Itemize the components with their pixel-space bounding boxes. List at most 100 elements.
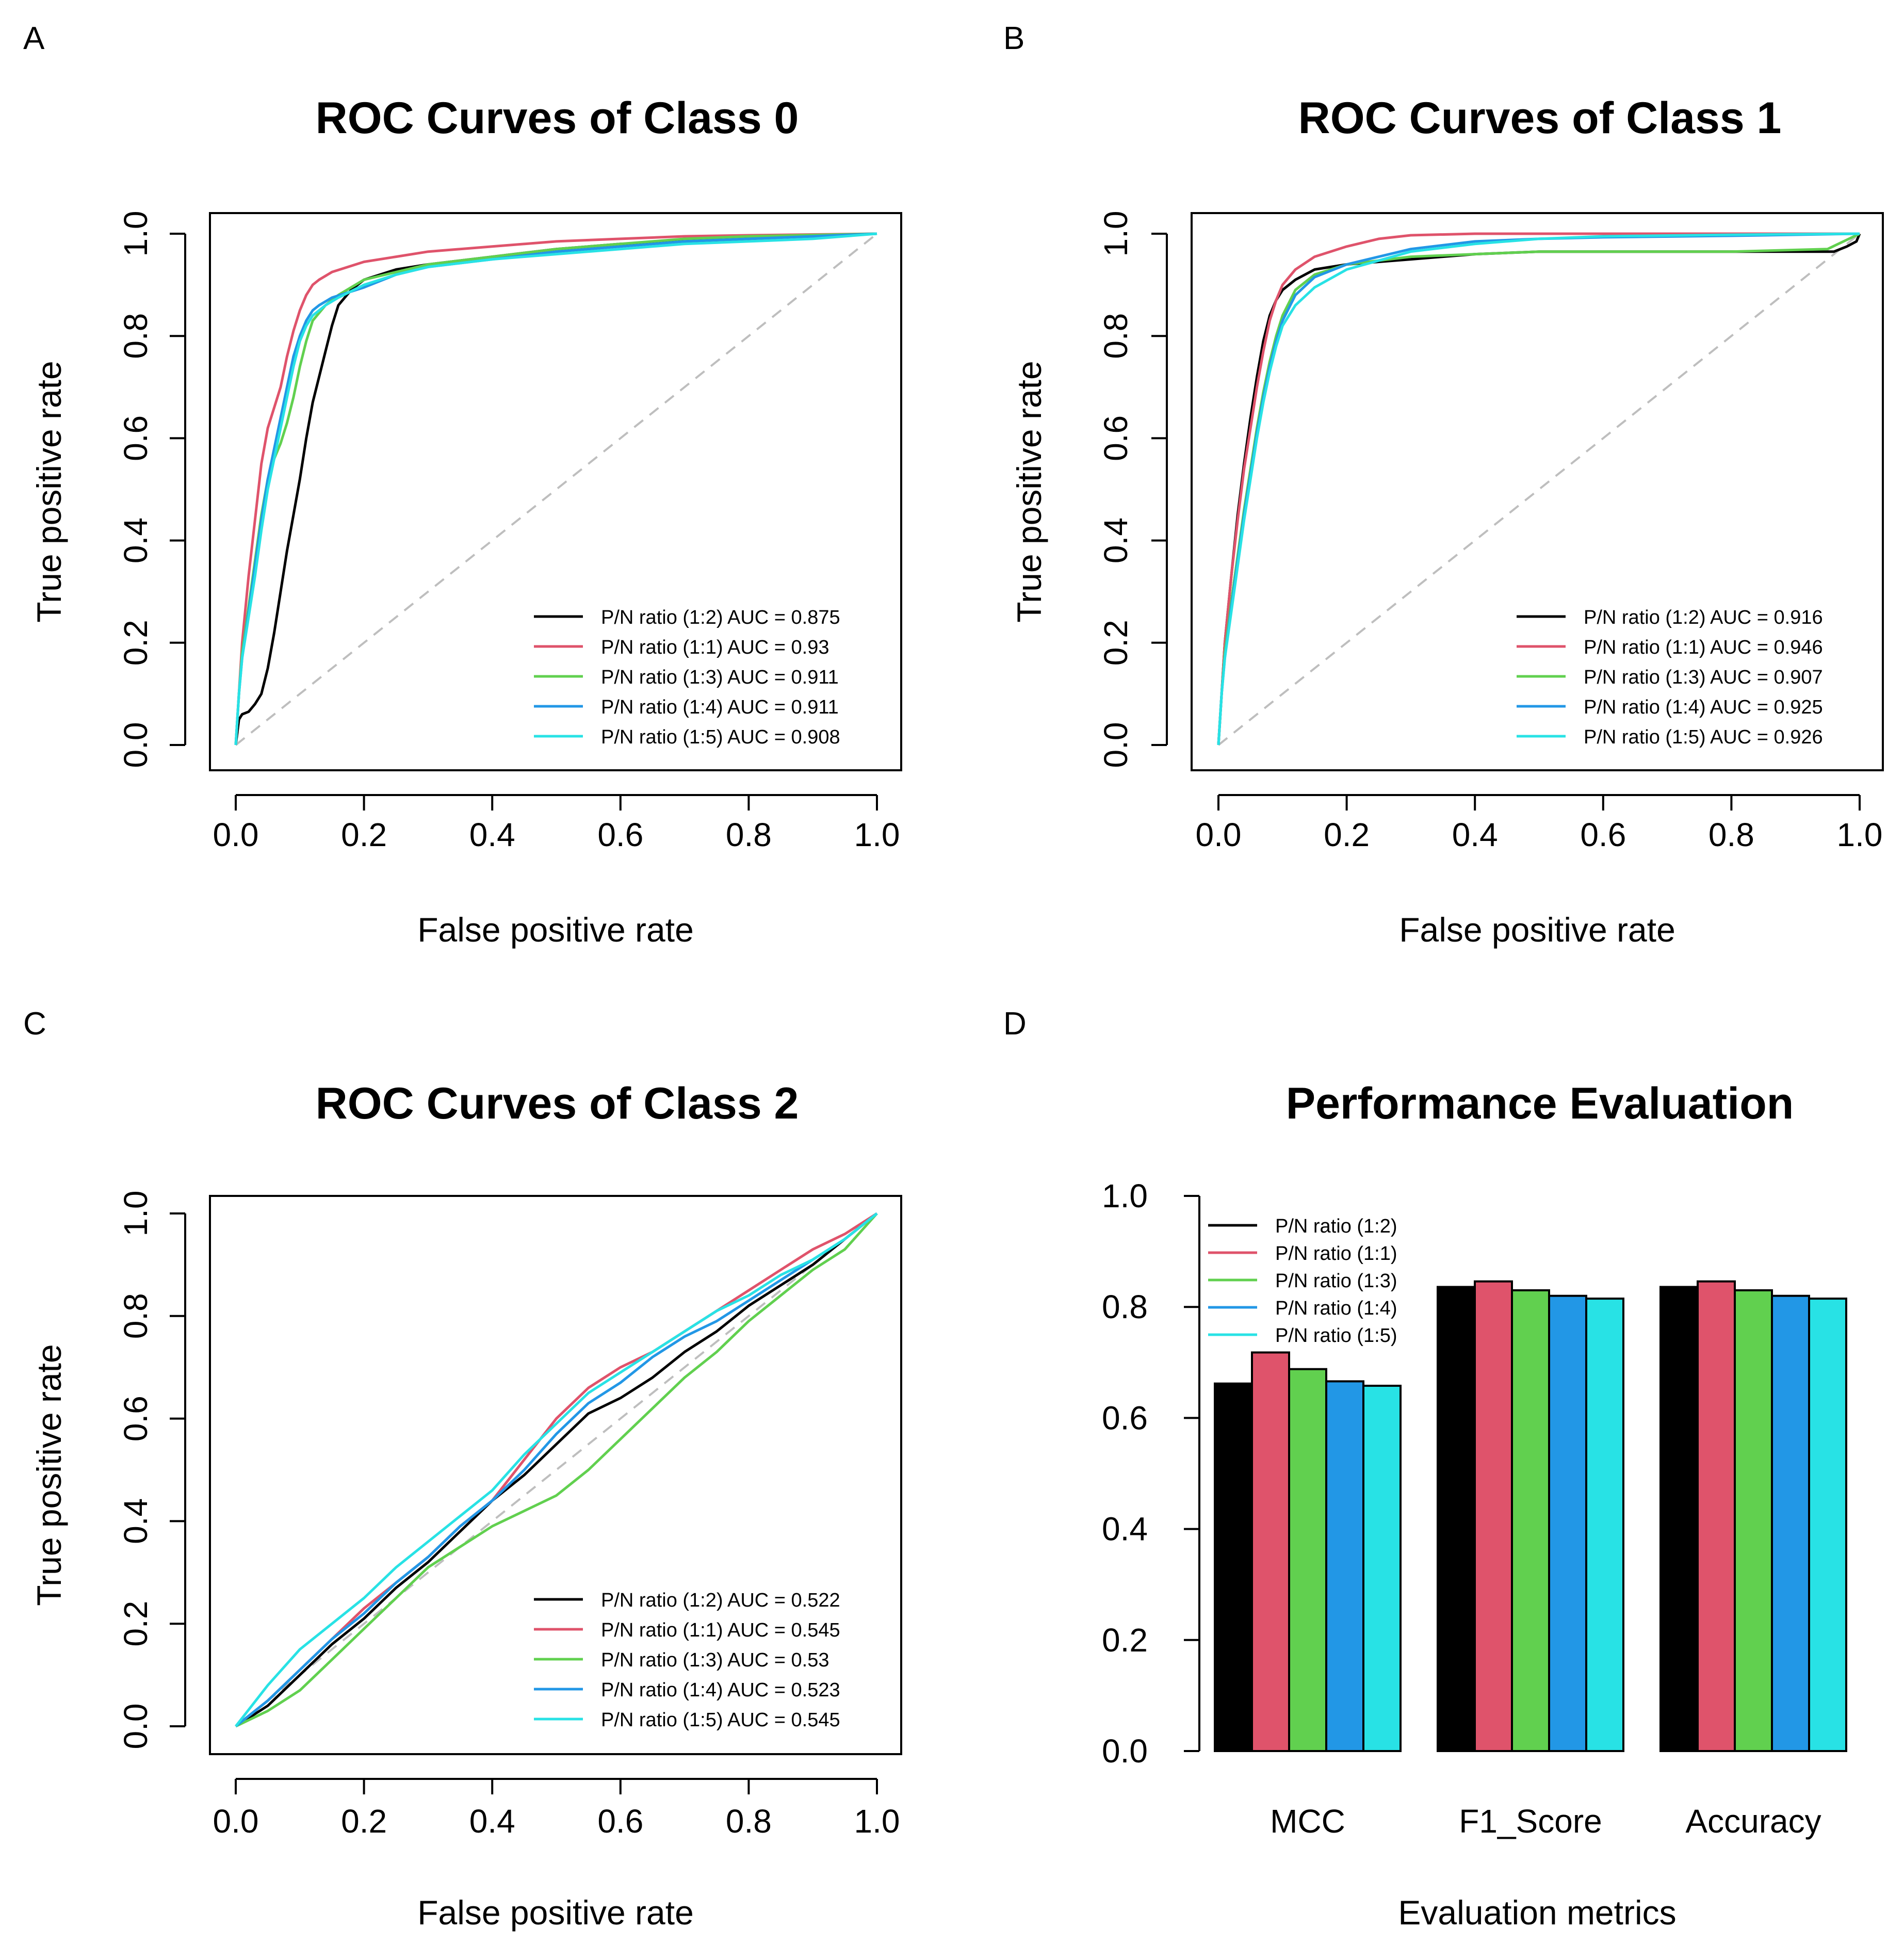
- roc-curve-p11: [235, 1212, 878, 1727]
- bar-accuracy-p11: [1697, 1280, 1736, 1753]
- x-tick-label: 0.4: [469, 1803, 515, 1840]
- y-tick-label: 0.8: [117, 313, 154, 359]
- chart-title: ROC Curves of Class 0: [316, 93, 799, 143]
- x-tick-label: F1_Score: [1459, 1803, 1602, 1840]
- bar-f1_score-p15: [1585, 1298, 1624, 1753]
- legend-label: P/N ratio (1:4): [1275, 1298, 1397, 1319]
- legend-label: P/N ratio (1:4) AUC = 0.911: [601, 696, 839, 718]
- x-tick-label: 0.8: [726, 816, 772, 853]
- y-tick-label: 0.8: [1102, 1288, 1148, 1325]
- y-tick-label: 1.0: [1097, 211, 1134, 257]
- y-tick-label: 0.2: [117, 1601, 154, 1647]
- panel-letter: D: [1003, 1006, 1027, 1042]
- x-tick-label: MCC: [1270, 1803, 1345, 1840]
- roc-curve-p12: [235, 1212, 878, 1728]
- y-tick-label: 1.0: [117, 211, 154, 257]
- y-tick-label: 0.8: [117, 1293, 154, 1339]
- plot-frame: [209, 1195, 902, 1755]
- bar-accuracy-p13: [1734, 1289, 1773, 1752]
- bar-f1_score-p12: [1437, 1286, 1476, 1753]
- bar-f1_score-p11: [1474, 1280, 1513, 1753]
- x-tick-label: 1.0: [1837, 816, 1883, 853]
- plot-frame: [209, 212, 902, 771]
- bar-mcc-p12: [1214, 1382, 1253, 1752]
- y-tick-label: 0.6: [1102, 1399, 1148, 1436]
- panel-a: A ROC Curves of Class 0 0.0 0.2 0.4 0.6 0.8 1.0…: [23, 21, 902, 949]
- bar-f1_score-p14: [1548, 1294, 1587, 1752]
- legend-label: P/N ratio (1:5) AUC = 0.545: [601, 1709, 840, 1731]
- legend-label: P/N ratio (1:1): [1275, 1243, 1397, 1265]
- x-axis-label: False positive rate: [417, 1893, 694, 1932]
- panel-letter: B: [1003, 21, 1024, 56]
- roc-curve-p11: [1217, 232, 1860, 746]
- roc-curve-p14: [234, 232, 877, 746]
- x-tick-label: 1.0: [854, 1803, 900, 1840]
- y-tick-label: 1.0: [117, 1191, 154, 1237]
- x-tick-label: 0.0: [213, 816, 259, 853]
- y-tick-label: 0.8: [1097, 313, 1134, 359]
- legend-label: P/N ratio (1:5) AUC = 0.908: [601, 726, 840, 748]
- panel-d: D Performance Evaluation 0.0 0.2 0.4 0.6 0.8 1.…: [1003, 1006, 1847, 1932]
- chart-title: Performance Evaluation: [1286, 1079, 1794, 1128]
- y-tick-label: 0.0: [117, 722, 154, 768]
- x-tick-label: 0.8: [726, 1803, 772, 1840]
- panel-b: B ROC Curves of Class 1 0.0 0.2 0.4 0.6 0.8 1.0…: [1003, 21, 1884, 949]
- chart-title: ROC Curves of Class 2: [316, 1079, 799, 1128]
- x-tick-label: Accuracy: [1685, 1803, 1821, 1840]
- legend-label: P/N ratio (1:2) AUC = 0.875: [601, 607, 840, 628]
- legend-label: P/N ratio (1:2) AUC = 0.522: [601, 1590, 840, 1611]
- bar-mcc-p15: [1362, 1384, 1402, 1752]
- y-tick-label: 0.2: [1102, 1622, 1148, 1659]
- y-tick-label: 0.4: [117, 1498, 154, 1544]
- legend-label: P/N ratio (1:3) AUC = 0.53: [601, 1649, 829, 1671]
- x-tick-label: 0.8: [1708, 816, 1754, 853]
- roc-curve-p13: [235, 1212, 878, 1728]
- y-tick-label: 0.0: [1097, 722, 1134, 768]
- legend-label: P/N ratio (1:1) AUC = 0.545: [601, 1619, 840, 1641]
- legend-label: P/N ratio (1:3) AUC = 0.911: [601, 667, 839, 688]
- legend-label: P/N ratio (1:5) AUC = 0.926: [1584, 726, 1823, 748]
- y-axis-label: True positive rate: [1010, 361, 1048, 622]
- bar-f1_score-p13: [1511, 1289, 1550, 1752]
- y-tick-label: 0.6: [117, 1396, 154, 1441]
- y-tick-label: 0.0: [117, 1704, 154, 1749]
- roc-curve-p15: [235, 1212, 878, 1727]
- bar-mcc-p14: [1325, 1380, 1364, 1753]
- y-tick-label: 1.0: [1102, 1177, 1148, 1214]
- panel-c: C ROC Curves of Class 2 0.0 0.2 0.4 0.6 0.8 1.0…: [23, 1006, 902, 1932]
- y-tick-label: 0.0: [1102, 1732, 1148, 1770]
- panel-letter: C: [23, 1006, 46, 1042]
- legend-label: P/N ratio (1:1) AUC = 0.946: [1584, 637, 1823, 658]
- roc-curve-p15: [234, 232, 877, 746]
- x-tick-label: 0.4: [469, 816, 515, 853]
- x-axis-label: False positive rate: [417, 911, 694, 949]
- y-tick-label: 0.2: [117, 620, 154, 666]
- legend-label: P/N ratio (1:5): [1275, 1325, 1397, 1347]
- x-axis-label: Evaluation metrics: [1398, 1893, 1676, 1932]
- y-tick-label: 0.2: [1097, 620, 1134, 666]
- x-tick-label: 0.6: [597, 816, 643, 853]
- y-axis-label: True positive rate: [30, 361, 68, 622]
- chart-title: ROC Curves of Class 1: [1298, 93, 1782, 143]
- x-tick-label: 0.0: [1196, 816, 1242, 853]
- bar-accuracy-p14: [1771, 1294, 1810, 1752]
- roc-curve-p11: [234, 232, 877, 746]
- bar-mcc-p11: [1251, 1351, 1290, 1752]
- y-tick-label: 0.4: [1097, 517, 1134, 563]
- bar-mcc-p13: [1288, 1368, 1327, 1752]
- x-axis-label: False positive rate: [1399, 911, 1675, 949]
- legend-label: P/N ratio (1:4) AUC = 0.925: [1584, 696, 1823, 718]
- x-tick-label: 0.6: [597, 1803, 643, 1840]
- y-tick-label: 0.4: [1102, 1511, 1148, 1548]
- x-tick-label: 0.2: [341, 816, 387, 853]
- legend-label: P/N ratio (1:4) AUC = 0.523: [601, 1679, 840, 1701]
- x-tick-label: 0.0: [213, 1803, 259, 1840]
- legend-label: P/N ratio (1:3): [1275, 1270, 1397, 1292]
- y-tick-label: 0.6: [117, 415, 154, 461]
- y-tick-label: 0.6: [1097, 415, 1134, 461]
- x-tick-label: 0.2: [341, 1803, 387, 1840]
- panel-letter: A: [23, 21, 45, 56]
- legend-label: P/N ratio (1:2): [1275, 1216, 1397, 1237]
- x-tick-label: 0.2: [1324, 816, 1370, 853]
